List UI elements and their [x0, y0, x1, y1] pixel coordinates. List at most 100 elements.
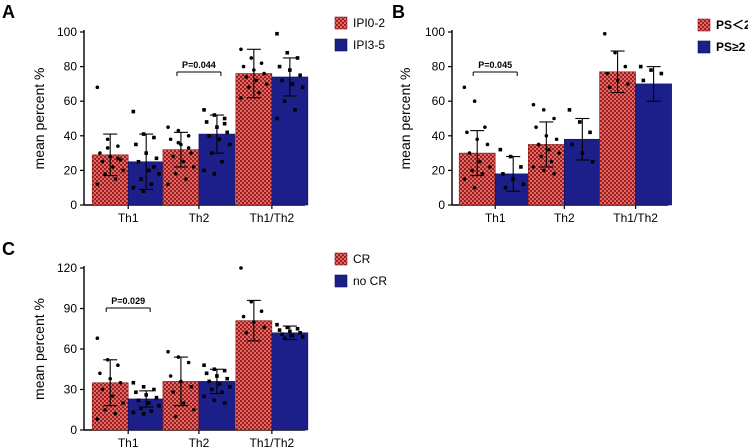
data-point-c: [98, 371, 102, 376]
data-point-a: [157, 172, 161, 176]
data-point-a: [168, 137, 173, 142]
data-point-a: [116, 156, 120, 161]
data-point-a: [191, 165, 196, 169]
data-point-b: [541, 108, 546, 112]
data-point-c: [113, 412, 118, 416]
x-tick-label-c: Th1: [118, 436, 139, 448]
data-point-a: [152, 165, 156, 169]
x-tick-label-b: Th1/Th2: [613, 211, 658, 225]
data-point-a: [118, 158, 123, 162]
data-point-c: [134, 390, 138, 394]
data-point-c: [118, 380, 123, 385]
y-tick-label-a: 100: [57, 25, 77, 39]
data-point-c: [262, 325, 266, 330]
data-point-a: [222, 116, 227, 121]
data-point-a: [225, 130, 230, 135]
data-point-c: [131, 410, 136, 415]
data-point-c: [121, 401, 125, 405]
y-tick-label-a: 20: [64, 163, 78, 177]
data-point-c: [241, 314, 246, 319]
data-point-a: [220, 159, 224, 164]
x-tick-label-b: Th2: [554, 211, 575, 225]
data-point-a: [186, 146, 191, 150]
data-point-c: [300, 335, 305, 339]
data-point-c: [259, 309, 264, 314]
data-point-a: [166, 182, 170, 187]
data-point-a: [95, 182, 100, 187]
data-point-a: [259, 61, 264, 65]
data-point-a: [239, 95, 243, 100]
data-point-a: [184, 177, 188, 181]
legend-swatch-a: [334, 16, 348, 30]
data-point-a: [95, 85, 100, 90]
data-point-a: [166, 125, 170, 129]
data-point-b: [462, 85, 467, 90]
data-point-a: [202, 108, 206, 112]
data-point-c: [215, 374, 219, 378]
y-tick-label-b: 20: [432, 163, 446, 177]
data-point-a: [141, 189, 146, 193]
y-tick-label-b: 100: [425, 25, 445, 39]
data-point-a: [246, 85, 251, 90]
data-point-a: [204, 120, 209, 124]
data-point-a: [152, 135, 156, 140]
data-point-c: [154, 395, 159, 400]
y-tick-label-b: 40: [432, 129, 446, 143]
data-point-c: [176, 355, 181, 359]
data-point-b: [615, 78, 620, 83]
data-point-a: [215, 125, 219, 129]
data-point-b: [498, 147, 503, 152]
data-point-b: [483, 125, 487, 129]
legend-label-b: PS≥2: [716, 40, 746, 54]
data-point-c: [209, 387, 214, 392]
data-point-b: [519, 165, 523, 169]
data-point-b: [511, 177, 515, 181]
data-point-a: [209, 151, 214, 155]
data-point-a: [136, 159, 141, 164]
data-point-a: [298, 73, 302, 78]
y-axis-label-b: mean percent %: [397, 68, 413, 170]
y-axis-label-a: mean percent %: [31, 68, 47, 170]
data-point-c: [249, 299, 254, 304]
data-point-c: [168, 374, 173, 378]
data-point-c: [110, 394, 115, 399]
legend-swatch-c: [334, 252, 348, 266]
data-point-c: [179, 379, 183, 384]
data-point-b: [570, 142, 574, 147]
data-point-a: [241, 64, 246, 69]
x-tick-label-b: Th1: [485, 211, 506, 225]
data-point-a: [293, 108, 297, 112]
data-point-c: [222, 368, 227, 373]
data-point-a: [288, 68, 292, 72]
y-tick-label-a: 40: [64, 129, 78, 143]
data-point-b: [477, 159, 482, 164]
data-point-c: [282, 336, 287, 340]
data-point-a: [108, 154, 112, 159]
data-point-a: [239, 47, 243, 52]
data-point-a: [186, 134, 191, 138]
data-point-a: [141, 132, 146, 136]
y-tick-label-a: 0: [70, 198, 77, 212]
data-point-a: [139, 177, 143, 181]
data-point-c: [136, 398, 141, 403]
y-tick-label-c: 120: [57, 261, 77, 275]
data-point-c: [100, 387, 105, 392]
data-point-a: [110, 165, 115, 169]
data-point-b: [467, 151, 472, 155]
data-point-a: [285, 50, 290, 55]
data-point-c: [157, 403, 161, 408]
data-point-b: [605, 71, 610, 76]
data-point-b: [485, 142, 490, 147]
data-point-a: [173, 172, 178, 176]
data-point-b: [554, 137, 559, 142]
legend-swatch-c: [334, 274, 348, 288]
data-point-b: [508, 154, 513, 159]
data-point-b: [626, 82, 630, 86]
data-point-b: [552, 116, 556, 121]
bar-a-s2-3: [271, 76, 309, 206]
data-point-b: [567, 108, 572, 112]
data-point-c: [227, 385, 232, 389]
y-tick-label-c: 30: [64, 383, 78, 397]
data-point-a: [116, 144, 120, 148]
data-point-b: [539, 154, 543, 159]
